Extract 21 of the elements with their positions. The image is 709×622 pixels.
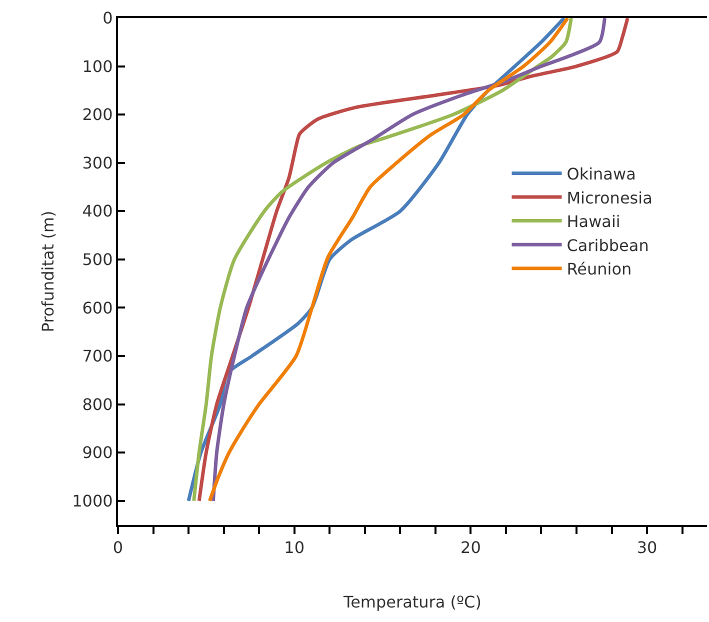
y-tick-label: 900: [82, 443, 113, 462]
y-tick-label: 200: [82, 105, 113, 124]
y-tick-label: 700: [82, 346, 113, 366]
y-tick-label: 0: [102, 8, 113, 28]
y-axis-title: Profunditat (m): [38, 210, 58, 332]
y-tick-label: 400: [82, 202, 113, 221]
legend-label: Caribbean: [566, 236, 649, 255]
legend-label: Micronesia: [566, 188, 652, 208]
x-tick-label: 30: [636, 538, 658, 558]
y-tick-label: 500: [82, 250, 113, 270]
x-tick-label: 20: [460, 538, 481, 558]
legend-label: Hawaii: [566, 212, 620, 232]
x-axis-title: Temperatura (ºC): [342, 592, 482, 612]
y-tick-label: 1000: [72, 491, 113, 510]
y-tick-label: 600: [82, 298, 113, 318]
x-tick-label: 10: [284, 538, 305, 558]
legend-label: Réunion: [566, 260, 632, 279]
y-tick-label: 300: [82, 153, 113, 172]
y-tick-label: 100: [82, 56, 113, 76]
y-tick-label: 800: [82, 394, 113, 414]
legend-label: Okinawa: [566, 164, 636, 184]
